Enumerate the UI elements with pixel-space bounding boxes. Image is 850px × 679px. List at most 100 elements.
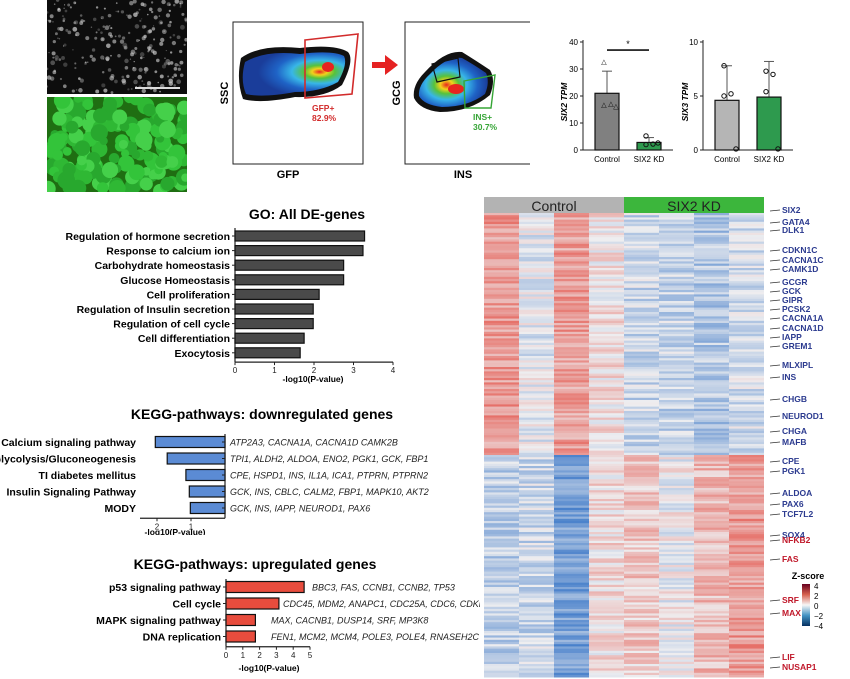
heatmap-cell: [729, 516, 764, 520]
heatmap-cell: [694, 461, 729, 465]
texture-cell: [157, 102, 176, 121]
heatmap-cell: [694, 413, 729, 416]
heatmap-cell: [729, 316, 764, 319]
heatmap-cell: [729, 362, 764, 366]
heatmap-cell: [694, 441, 729, 445]
heatmap-cell: [519, 252, 554, 256]
heatmap-cell: [659, 466, 694, 469]
heatmap-cell: [694, 246, 729, 249]
heatmap-cell: [484, 675, 519, 678]
heatmap-cell: [694, 378, 729, 381]
heatmap-cell: [519, 626, 554, 630]
heatmap-cell: [729, 532, 764, 535]
heatmap-cell: [519, 591, 554, 594]
heatmap-cell: [589, 565, 624, 568]
heatmap-cell: [729, 301, 764, 304]
heatmap-cell: [484, 364, 519, 368]
heatmap-cell: [519, 444, 554, 447]
heatmap-cell: [694, 406, 729, 410]
heatmap-cell: [554, 439, 589, 443]
heatmap-cell: [589, 496, 624, 500]
texture-speck: [112, 39, 117, 44]
heatmap-cell: [694, 435, 729, 438]
heatmap-cell: [519, 316, 554, 319]
heatmap-cell: [729, 283, 764, 286]
heatmap-cell: [729, 312, 764, 315]
heatmap-cell: [519, 483, 554, 487]
heatmap-cell: [519, 259, 554, 262]
heatmap-cell: [659, 340, 694, 344]
heatmap-cell: [589, 613, 624, 616]
heatmap-cell: [589, 336, 624, 339]
heatmap-cell: [729, 257, 764, 260]
heatmap-cell: [624, 646, 659, 649]
texture-speck: [95, 6, 99, 9]
heatmap-cell: [589, 501, 624, 504]
heatmap-cell: [624, 666, 659, 669]
gene-label-down: PCSK2: [782, 304, 811, 314]
heatmap-cell: [519, 241, 554, 245]
heatmap-cell: [694, 477, 729, 480]
heatmap-cell: [484, 450, 519, 454]
heatmap-cell: [729, 670, 764, 674]
heatmap-cell: [519, 620, 554, 623]
heatmap-cell: [554, 419, 589, 423]
heatmap-cell: [659, 549, 694, 553]
heatmap-cell: [484, 411, 519, 414]
heatmap-cell: [519, 615, 554, 619]
heatmap-cell: [624, 274, 659, 278]
heatmap-cell: [659, 452, 694, 456]
heatmap-cell: [519, 435, 554, 438]
heatmap-cell: [519, 617, 554, 621]
heatmap-cell: [659, 472, 694, 476]
heatmap-cell: [589, 378, 624, 381]
heatmap-cell: [729, 375, 764, 379]
heatmap-cell: [519, 413, 554, 416]
heatmap-cell: [554, 358, 589, 361]
gene-list: GCK, INS, IAPP, NEUROD1, PAX6: [230, 504, 370, 514]
gene-label-down: MAFB: [782, 437, 807, 447]
heatmap-cell: [694, 274, 729, 278]
heatmap-cell: [694, 450, 729, 454]
heatmap-cell: [589, 538, 624, 542]
heatmap-cell: [659, 268, 694, 271]
heatmap-cell: [694, 397, 729, 401]
heatmap-cell: [589, 285, 624, 289]
heatmap-cell: [589, 400, 624, 403]
heatmap-cell: [729, 386, 764, 390]
heatmap-cell: [624, 672, 659, 676]
heatmap-cell: [624, 224, 659, 227]
heatmap-cell: [589, 622, 624, 625]
heatmap-cell: [484, 226, 519, 229]
kegg-down-xlabel: -log10(P-value): [145, 527, 206, 535]
heatmap-cell: [624, 477, 659, 480]
bar-control: [594, 92, 620, 151]
x-tick-label: 1: [241, 651, 246, 660]
heatmap-cell: [694, 587, 729, 590]
heatmap-cell: [519, 362, 554, 366]
texture-speck: [59, 77, 63, 81]
heatmap-cell: [694, 386, 729, 390]
heatmap-cell: [519, 356, 554, 359]
heatmap-cell: [624, 545, 659, 548]
data-point: △: [601, 59, 607, 66]
heatmap-cell: [659, 257, 694, 260]
heatmap-cell: [519, 272, 554, 275]
heatmap-cell: [729, 512, 764, 515]
texture-speck: [124, 66, 129, 70]
heatmap-cell: [484, 362, 519, 366]
heatmap-cell: [659, 241, 694, 245]
texture-speck: [102, 58, 105, 60]
heatmap-cell: [554, 501, 589, 504]
texture-speck: [173, 73, 177, 77]
heatmap-cell: [694, 353, 729, 357]
heatmap-cell: [659, 538, 694, 542]
heatmap-cell: [589, 325, 624, 328]
heatmap-cell: [519, 287, 554, 291]
heatmap-cell: [589, 591, 624, 594]
texture-speck: [106, 43, 111, 49]
heatmap-cell: [729, 226, 764, 229]
heatmap-cell: [729, 604, 764, 608]
heatmap-cell: [729, 287, 764, 291]
